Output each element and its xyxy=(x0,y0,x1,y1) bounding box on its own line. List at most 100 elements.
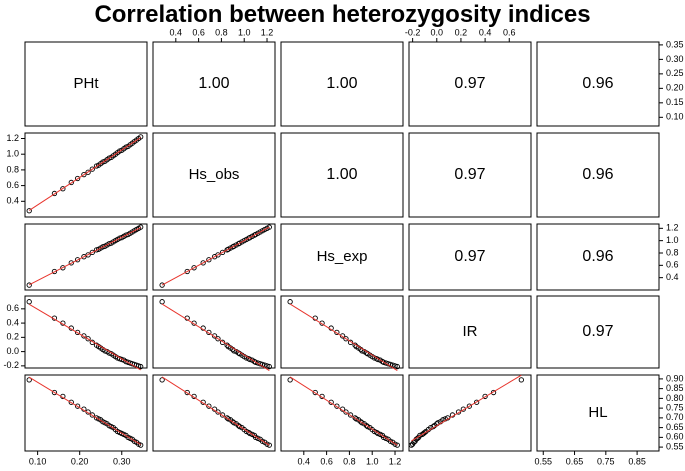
diagonal-label-pht: PHt xyxy=(73,75,99,92)
top-tick-label-hs_obs-4: 1.2 xyxy=(261,27,274,37)
left-tick-label-ir-4: 0.6 xyxy=(6,303,19,313)
point-ir-vs-hs_exp-28 xyxy=(392,363,398,369)
panel-ir-hs_exp xyxy=(280,295,404,369)
point-hs_exp-vs-hs_obs-7 xyxy=(219,249,226,256)
bottom-tick-label-hs_exp-2: 0.8 xyxy=(343,456,356,466)
point-hl-vs-hs_exp-1 xyxy=(312,389,318,396)
point-ir-vs-hs_obs-24 xyxy=(255,360,261,366)
panel-hl-pht xyxy=(24,374,148,452)
panel-hl-hs_obs xyxy=(152,374,276,452)
point-hs_exp-vs-pht-1 xyxy=(51,268,58,275)
point-hl-vs-hs_obs-1 xyxy=(184,389,190,396)
point-ir-vs-pht-0 xyxy=(26,299,32,305)
point-hl-vs-hs_exp-29 xyxy=(394,442,400,448)
point-hl-vs-hs_obs-4 xyxy=(206,403,212,409)
point-hl-vs-pht-1 xyxy=(51,389,58,396)
point-hs_obs-vs-pht-6 xyxy=(85,169,91,175)
point-hs_exp-vs-pht-7 xyxy=(89,249,95,256)
left-tick-label-ir-3: 0.4 xyxy=(6,317,19,327)
top-tick-label-ir-1: 0.0 xyxy=(431,27,444,37)
left-tick-label-hs_obs-4: 1.2 xyxy=(6,133,19,143)
point-hl-vs-ir-4 xyxy=(466,403,473,409)
left-tick-label-ir-2: 0.2 xyxy=(6,332,19,342)
point-ir-vs-hs_obs-2 xyxy=(191,320,197,326)
point-hs_obs-vs-pht-1 xyxy=(51,190,58,197)
point-ir-vs-pht-29 xyxy=(138,363,144,370)
bottom-tick-label-hl-2: 0.75 xyxy=(597,456,615,466)
point-ir-vs-hs_exp-4 xyxy=(334,329,340,336)
point-hl-vs-ir-28 xyxy=(409,441,416,447)
point-hs_obs-vs-pht-0 xyxy=(26,208,32,214)
point-hl-vs-ir-0 xyxy=(518,377,524,383)
point-ir-vs-hs_exp-0 xyxy=(287,299,293,305)
point-ir-vs-pht-4 xyxy=(74,329,81,336)
point-hl-vs-pht-4 xyxy=(74,403,81,409)
point-hl-vs-ir-2 xyxy=(482,393,488,400)
bottom-tick-label-hl-1: 0.65 xyxy=(566,456,584,466)
fit-line-hl-vs-hs_exp xyxy=(289,376,398,446)
point-hl-vs-ir-21 xyxy=(419,431,425,438)
panel-hs_exp-ir xyxy=(408,223,532,291)
left-tick-label-hs_obs-1: 0.6 xyxy=(6,180,19,190)
chart-title: Correlation between heterozygosity indic… xyxy=(94,1,591,28)
point-hl-vs-hs_obs-0 xyxy=(159,377,165,383)
correlation-pht-hs_exp: 1.00 xyxy=(326,75,357,92)
right-tick-label-hl-6: 0.85 xyxy=(666,383,684,393)
right-tick-label-hs_exp-4: 1.2 xyxy=(666,223,679,233)
panel-pht-hs_exp xyxy=(280,41,404,127)
fit-line-ir-vs-hs_obs xyxy=(161,303,270,371)
bottom-tick-label-pht-1: 0.20 xyxy=(71,456,89,466)
point-hl-vs-ir-6 xyxy=(455,409,462,415)
bottom-tick-label-pht-2: 0.30 xyxy=(113,456,131,466)
left-tick-label-hs_obs-0: 0.4 xyxy=(6,196,19,206)
point-hs_exp-vs-hs_obs-1 xyxy=(184,268,190,275)
panel-hs_obs-ir xyxy=(408,132,532,218)
point-hs_obs-vs-pht-4 xyxy=(74,175,81,182)
correlation-pht-hl: 0.96 xyxy=(582,75,613,92)
point-ir-vs-pht-5 xyxy=(81,333,87,339)
panel-pht-hs_obs xyxy=(152,41,276,127)
left-tick-label-hs_obs-3: 1.0 xyxy=(6,149,19,159)
point-ir-vs-hs_obs-4 xyxy=(206,329,212,336)
point-ir-vs-hs_obs-29 xyxy=(266,363,272,370)
right-tick-label-hs_exp-2: 0.8 xyxy=(666,247,679,257)
point-hs_exp-vs-hs_obs-6 xyxy=(215,252,221,258)
point-hs_exp-vs-pht-29 xyxy=(138,224,144,230)
point-ir-vs-hs_exp-5 xyxy=(339,333,346,339)
panel-pht-ir xyxy=(408,41,532,127)
right-tick-label-pht-3: 0.25 xyxy=(666,68,684,78)
top-tick-label-hs_obs-2: 0.8 xyxy=(215,27,228,37)
point-hl-vs-ir-3 xyxy=(473,399,480,405)
diagonal-label-hl: HL xyxy=(588,404,607,421)
point-ir-vs-hs_exp-6 xyxy=(343,336,349,342)
right-tick-label-pht-5: 0.35 xyxy=(666,39,684,49)
point-ir-vs-hs_exp-29 xyxy=(394,363,400,370)
correlation-hs_obs-hl: 0.96 xyxy=(582,166,613,183)
right-tick-label-hl-1: 0.60 xyxy=(666,432,684,442)
top-tick-label-ir-2: 0.2 xyxy=(455,27,468,37)
right-tick-label-hl-0: 0.55 xyxy=(666,441,684,451)
panel-ir-hs_obs xyxy=(152,295,276,369)
point-hl-vs-hs_exp-6 xyxy=(343,409,349,415)
right-tick-label-pht-1: 0.15 xyxy=(666,97,684,107)
point-hs_exp-vs-hs_obs-29 xyxy=(266,224,272,230)
panel-hl-ir xyxy=(408,374,532,452)
point-hs_exp-vs-hs_obs-2 xyxy=(191,265,197,271)
point-hl-vs-hs_obs-7 xyxy=(219,412,226,418)
bottom-tick-label-hs_exp-1: 0.6 xyxy=(320,456,333,466)
panel-ir-ir xyxy=(408,295,532,369)
bottom-tick-label-hl-0: 0.55 xyxy=(534,456,552,466)
point-hl-vs-pht-7 xyxy=(89,412,95,418)
right-tick-label-pht-4: 0.30 xyxy=(666,54,684,64)
top-tick-label-hs_obs-3: 1.0 xyxy=(238,27,251,37)
point-hl-vs-pht-29 xyxy=(138,442,144,448)
point-hs_obs-vs-pht-3 xyxy=(68,179,74,186)
point-ir-vs-hs_obs-5 xyxy=(211,333,218,339)
fit-line-ir-vs-pht xyxy=(28,303,141,371)
point-hs_exp-vs-hs_obs-0 xyxy=(159,282,165,288)
top-tick-label-ir-4: 0.6 xyxy=(503,27,516,37)
top-tick-label-hs_obs-1: 0.6 xyxy=(192,27,205,37)
point-hs_exp-vs-pht-5 xyxy=(81,254,87,260)
panel-hs_obs-hl xyxy=(536,132,660,218)
left-tick-label-ir-1: 0.0 xyxy=(6,346,19,356)
